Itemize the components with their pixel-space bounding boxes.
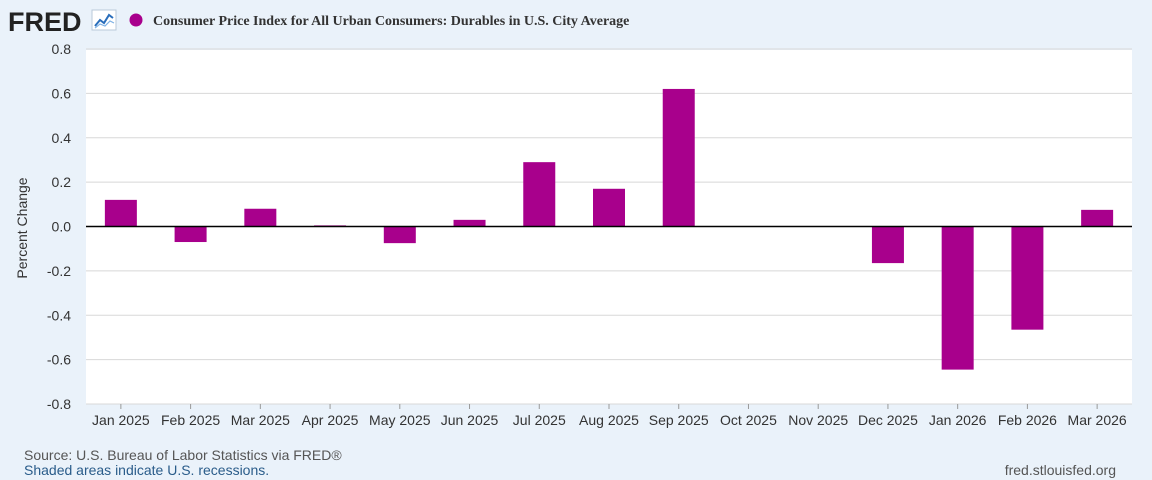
recession-note-link[interactable]: Shaded areas indicate U.S. recessions. — [24, 462, 270, 478]
x-tick-label: Mar 2026 — [1068, 412, 1127, 428]
x-axis-ticks: Jan 2025 Feb 2025 Mar 2025 Apr 2025 May 2025… — [92, 404, 1127, 428]
x-tick-label: Oct 2025 — [720, 412, 777, 428]
y-tick-label: -0.6 — [47, 352, 71, 368]
site-url[interactable]: fred.stlouisfed.org — [1004, 462, 1116, 478]
y-tick-label: 0.2 — [52, 174, 72, 190]
x-tick-label: Feb 2026 — [998, 412, 1057, 428]
bar-jan-2025[interactable] — [104, 199, 137, 227]
x-tick-label: Jan 2026 — [929, 412, 987, 428]
bar-jan-2026[interactable] — [941, 226, 974, 370]
x-tick-label: Jul 2025 — [513, 412, 566, 428]
y-tick-label: 0.8 — [52, 41, 72, 57]
y-tick-label: -0.2 — [47, 263, 71, 279]
bar-aug-2025[interactable] — [593, 188, 625, 227]
y-tick-label: 0.4 — [52, 130, 72, 146]
x-tick-label: Jun 2025 — [441, 412, 499, 428]
legend-marker — [129, 13, 143, 27]
y-tick-label: 0.0 — [52, 219, 72, 235]
chart-title: Consumer Price Index for All Urban Consu… — [153, 14, 629, 29]
bar-mar-2025[interactable] — [244, 208, 277, 227]
bar-feb-2025[interactable] — [174, 226, 207, 243]
y-tick-label: 0.6 — [52, 85, 72, 101]
bar-series — [104, 88, 1114, 370]
y-tick-label: -0.4 — [47, 307, 71, 323]
x-tick-label: May 2025 — [369, 412, 431, 428]
y-axis-label: Percent Change — [14, 177, 30, 278]
fred-logo[interactable]: FRED — [8, 7, 117, 37]
legend: Consumer Price Index for All Urban Consu… — [129, 13, 629, 29]
bar-mar-2026[interactable] — [1081, 209, 1114, 227]
bar-jul-2025[interactable] — [523, 162, 556, 227]
x-tick-label: Nov 2025 — [788, 412, 848, 428]
x-tick-label: Mar 2025 — [231, 412, 290, 428]
bar-jun-2025[interactable] — [453, 219, 486, 227]
bar-feb-2026[interactable] — [1011, 226, 1044, 330]
y-tick-label: -0.8 — [47, 396, 71, 412]
bar-sep-2025[interactable] — [662, 88, 695, 227]
fred-logo-text: FRED — [8, 7, 82, 37]
x-tick-label: Aug 2025 — [579, 412, 639, 428]
x-tick-label: Feb 2025 — [161, 412, 220, 428]
source-note: Source: U.S. Bureau of Labor Statistics … — [24, 447, 342, 463]
bar-may-2025[interactable] — [383, 226, 416, 244]
x-tick-label: Sep 2025 — [649, 412, 709, 428]
x-tick-label: Apr 2025 — [302, 412, 359, 428]
bar-dec-2025[interactable] — [871, 226, 904, 264]
y-axis-ticks: 0.8 0.6 0.4 0.2 0.0 -0.2 -0.4 -0.6 -0.8 — [47, 41, 71, 412]
fred-logo-chart-icon — [91, 9, 117, 31]
x-tick-label: Jan 2025 — [92, 412, 150, 428]
x-tick-label: Dec 2025 — [858, 412, 918, 428]
